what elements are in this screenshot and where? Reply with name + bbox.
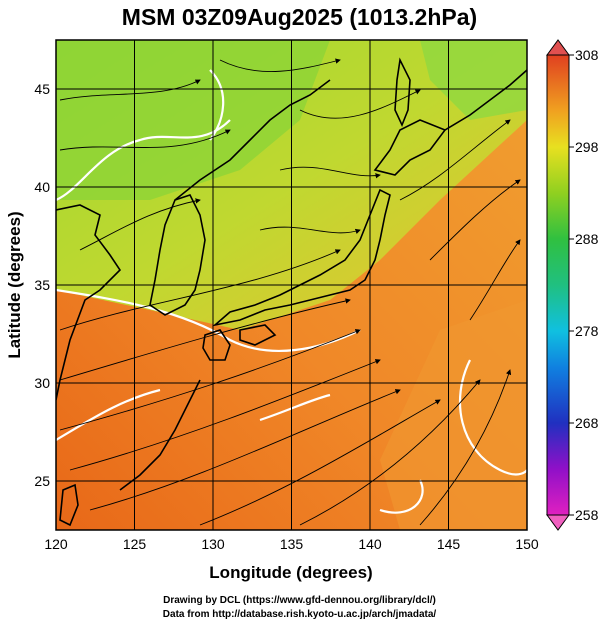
y-tick-label: 25 [34, 473, 50, 489]
x-tick-label: 130 [201, 536, 225, 552]
y-tick-label: 35 [34, 277, 50, 293]
map-title: MSM 03Z09Aug2025 (1013.2hPa) [121, 4, 478, 30]
wind-streamlines [59, 58, 521, 526]
colorbar-tick-label: 268 [575, 415, 599, 431]
colorbar-tick-label: 278 [575, 323, 599, 339]
colorbar-min-arrow [546, 514, 570, 531]
y-tick-label: 45 [34, 81, 50, 97]
y-axis-ticks: 25 30 35 40 45 [34, 81, 50, 489]
taiwan-coast [59, 483, 79, 527]
ne-green-patch [420, 40, 527, 120]
colorbar-tick-label: 258 [575, 507, 599, 523]
x-tick-label: 135 [280, 536, 304, 552]
x-tick-label: 150 [515, 536, 539, 552]
colorbar-max-arrow [546, 39, 570, 56]
grid-lines [56, 40, 527, 530]
sakhalin-coast [394, 57, 411, 128]
credit-data: Data from http://database.rish.kyoto-u.a… [162, 609, 437, 620]
ryukyu-islands [119, 379, 201, 491]
x-tick-label: 140 [358, 536, 382, 552]
warm-se-patch [380, 300, 527, 530]
y-tick-label: 30 [34, 375, 50, 391]
cool-green-patch [56, 40, 330, 200]
manchuria-coast [174, 79, 331, 201]
isotherm-contours [56, 69, 527, 514]
shikoku-coast [239, 324, 277, 346]
x-axis-ticks: 120 125 130 135 140 145 150 [44, 536, 539, 552]
kuril-coast [444, 69, 527, 131]
honshu-coast [212, 188, 391, 327]
colorbar-tick-label: 288 [575, 231, 599, 247]
colorbar [546, 54, 570, 516]
x-axis-title: Longitude (degrees) [209, 563, 372, 582]
china-coast [56, 204, 122, 401]
plot-frame [55, 39, 528, 531]
kyushu-coast [202, 329, 231, 361]
korea-coast [149, 194, 206, 316]
colorbar-ticks: 258 268 278 288 298 308 [569, 47, 599, 523]
y-tick-label: 40 [34, 179, 50, 195]
x-tick-label: 125 [123, 536, 147, 552]
credit-drawing: Drawing by DCL (https://www.gfd-dennou.o… [163, 595, 436, 606]
colorbar-tick-label: 308 [575, 47, 599, 63]
colorbar-tick-label: 298 [575, 139, 599, 155]
y-axis-title: Latitude (degrees) [5, 211, 24, 358]
coastlines [56, 57, 527, 527]
x-tick-label: 145 [437, 536, 461, 552]
x-tick-label: 120 [44, 536, 68, 552]
